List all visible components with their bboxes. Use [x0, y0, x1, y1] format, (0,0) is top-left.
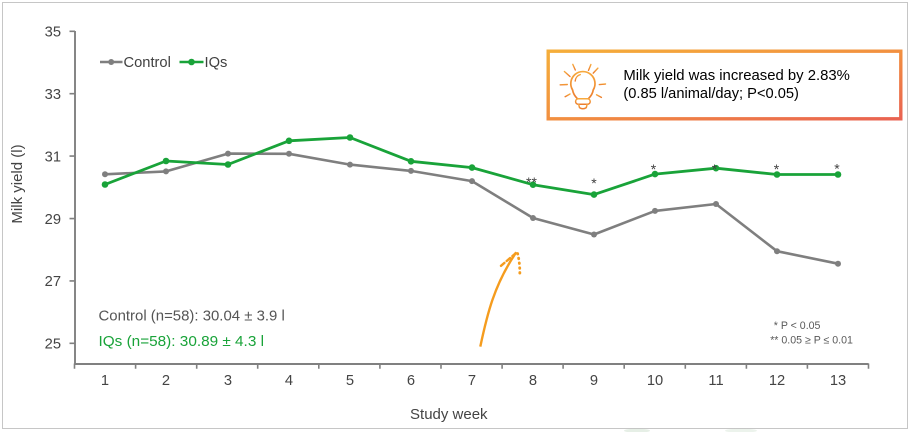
svg-text:13: 13: [830, 373, 846, 389]
svg-text:9: 9: [590, 373, 598, 389]
svg-text:*: *: [591, 175, 597, 191]
svg-text:Control: Control: [124, 55, 171, 71]
svg-text:7: 7: [468, 373, 476, 389]
svg-text:**: **: [526, 174, 537, 190]
svg-text:29: 29: [45, 212, 61, 228]
svg-text:11: 11: [708, 373, 723, 389]
svg-text:1: 1: [101, 373, 109, 389]
svg-text:*: *: [774, 161, 780, 177]
svg-text:* P < 0.05: * P < 0.05: [774, 320, 821, 332]
svg-text:25: 25: [45, 337, 61, 353]
svg-text:31: 31: [45, 149, 61, 165]
svg-text:(0.85 l/animal/day; P<0.05): (0.85 l/animal/day; P<0.05): [623, 85, 799, 102]
svg-text:12: 12: [769, 373, 785, 389]
svg-text:6: 6: [407, 373, 415, 389]
svg-text:IQs: IQs: [205, 55, 228, 71]
svg-text:33: 33: [45, 87, 61, 103]
svg-text:10: 10: [647, 373, 663, 389]
svg-text:Control (n=58): 30.04 ± 3.9 l: Control (n=58): 30.04 ± 3.9 l: [99, 307, 285, 324]
svg-text:*: *: [712, 161, 718, 177]
svg-text:Study week: Study week: [410, 406, 488, 423]
svg-text:8: 8: [529, 373, 537, 389]
svg-text:IQs (n=58): 30.89 ± 4.3 l: IQs (n=58): 30.89 ± 4.3 l: [99, 333, 265, 350]
svg-text:27: 27: [45, 274, 61, 290]
svg-text:3: 3: [224, 373, 232, 389]
svg-text:Milk yield (l): Milk yield (l): [9, 144, 26, 223]
svg-text:*: *: [651, 161, 657, 177]
svg-text:5: 5: [346, 373, 354, 389]
svg-text:4: 4: [285, 373, 293, 389]
svg-text:*: *: [834, 161, 840, 177]
svg-text:35: 35: [45, 25, 61, 41]
svg-text:2: 2: [162, 373, 170, 389]
svg-text:** 0.05 ≥ P ≤ 0.01: ** 0.05 ≥ P ≤ 0.01: [770, 334, 853, 346]
svg-text:Milk yield was increased by 2.: Milk yield was increased by 2.83%: [623, 67, 850, 84]
